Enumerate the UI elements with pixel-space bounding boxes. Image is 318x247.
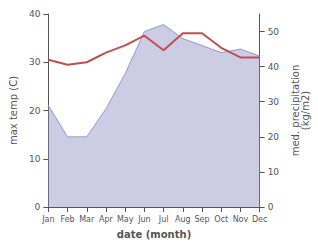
svg-text:med. precipitation: med. precipitation (289, 64, 301, 157)
svg-text:40: 40 (268, 62, 280, 72)
svg-text:50: 50 (268, 27, 280, 37)
svg-text:30: 30 (29, 57, 41, 67)
svg-text:Mar: Mar (79, 215, 95, 224)
svg-text:May: May (117, 215, 134, 224)
svg-text:date (month): date (month) (117, 229, 191, 240)
svg-text:Feb: Feb (60, 215, 74, 224)
svg-text:Dec: Dec (252, 215, 267, 224)
svg-text:Nov: Nov (233, 215, 249, 224)
svg-text:20: 20 (268, 132, 280, 142)
svg-text:max temp (C): max temp (C) (8, 76, 19, 145)
svg-text:Sep: Sep (194, 215, 209, 224)
svg-text:0: 0 (268, 202, 274, 212)
svg-text:10: 10 (29, 154, 41, 164)
svg-text:Apr: Apr (99, 215, 114, 224)
svg-text:Jun: Jun (137, 215, 151, 224)
svg-text:30: 30 (268, 97, 280, 107)
svg-text:Jul: Jul (158, 215, 169, 224)
svg-text:Oct: Oct (214, 215, 228, 224)
svg-text:40: 40 (29, 9, 41, 19)
svg-text:0: 0 (35, 202, 41, 212)
svg-text:Aug: Aug (175, 215, 191, 224)
svg-text:Jan: Jan (41, 215, 54, 224)
svg-text:20: 20 (29, 106, 41, 116)
svg-text:(kg/m2): (kg/m2) (300, 91, 311, 131)
svg-text:10: 10 (268, 167, 280, 177)
